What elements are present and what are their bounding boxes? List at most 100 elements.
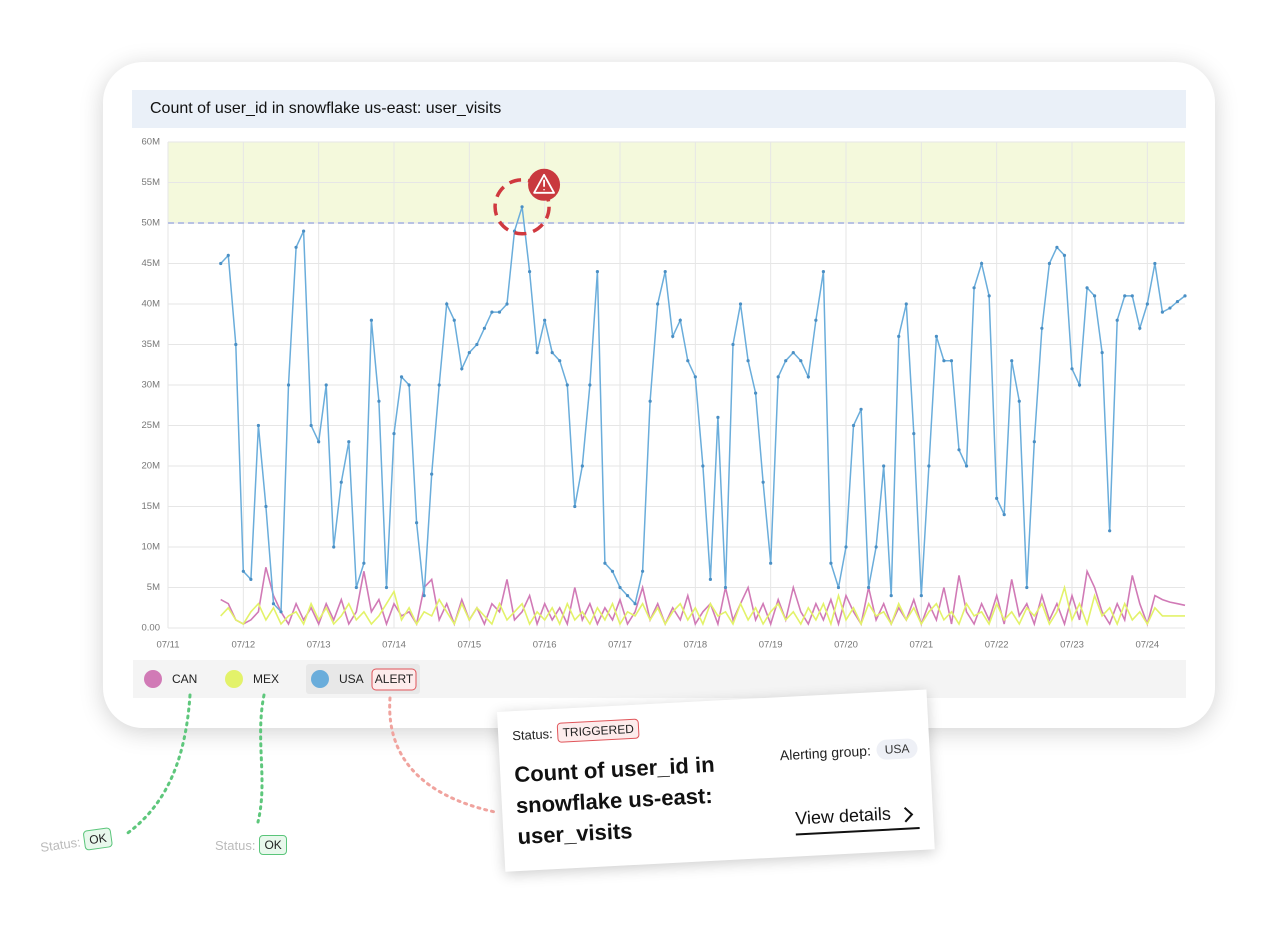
alert-card: Status: TRIGGERED Count of user_id in sn…	[497, 689, 935, 872]
legend-label: CAN	[172, 672, 197, 686]
point	[580, 464, 584, 468]
point	[482, 326, 486, 330]
x-tick-label: 07/19	[759, 640, 783, 651]
point	[445, 302, 449, 306]
point	[1002, 513, 1006, 517]
point	[362, 561, 366, 565]
point	[610, 569, 615, 573]
point	[1138, 326, 1142, 330]
card-status: Status: TRIGGERED	[512, 718, 640, 746]
y-tick-label: 10M	[142, 542, 161, 553]
point	[354, 585, 358, 590]
point	[603, 561, 607, 565]
point	[407, 383, 411, 387]
point	[595, 270, 600, 274]
x-tick-label: 07/21	[909, 640, 933, 651]
point	[618, 585, 622, 590]
point	[942, 359, 946, 363]
y-tick-label: 45M	[142, 258, 161, 269]
point	[452, 318, 456, 322]
point	[1032, 440, 1036, 444]
x-tick-label: 07/13	[307, 640, 331, 651]
x-tick-label: 07/12	[231, 640, 255, 651]
point	[663, 270, 667, 274]
point	[1130, 294, 1134, 298]
point	[302, 229, 306, 233]
chevron	[903, 807, 914, 823]
point	[234, 342, 238, 347]
point	[641, 569, 645, 573]
point	[543, 318, 547, 322]
point	[671, 334, 675, 338]
point	[1077, 383, 1082, 387]
point	[286, 383, 291, 387]
point	[1047, 261, 1051, 266]
x-tick-label: 07/14	[382, 640, 406, 651]
status-badge: TRIGGERED	[557, 718, 640, 743]
point	[324, 383, 328, 387]
x-tick-label: 07/22	[985, 640, 1009, 651]
alert-group: Alerting group: USA	[779, 738, 918, 765]
point	[422, 594, 426, 598]
group-label: Alerting group:	[779, 742, 872, 764]
point	[731, 342, 735, 347]
x-tick-label: 07/24	[1135, 640, 1159, 651]
title-bar	[132, 90, 1186, 128]
point	[384, 585, 389, 590]
point	[769, 561, 773, 565]
y-tick-label: 35M	[142, 339, 161, 350]
point	[701, 464, 705, 468]
point	[776, 375, 780, 379]
point	[799, 359, 803, 363]
legend-swatch	[225, 670, 243, 688]
legend-label: USA	[339, 672, 364, 686]
point	[1017, 399, 1021, 403]
y-tick-label: 60M	[142, 137, 161, 148]
point	[1168, 306, 1172, 310]
point	[844, 545, 848, 549]
point	[821, 270, 826, 274]
point	[648, 399, 652, 403]
point	[475, 342, 479, 347]
view-details[interactable]: View details	[794, 802, 920, 836]
point	[904, 302, 908, 306]
point	[889, 594, 893, 598]
point	[430, 472, 434, 476]
point	[565, 383, 569, 387]
alert-badge	[371, 668, 417, 691]
point	[460, 367, 464, 371]
point	[927, 464, 931, 468]
legend-swatch	[311, 670, 329, 688]
point	[980, 261, 984, 266]
x-tick-label: 07/17	[608, 640, 632, 651]
point	[497, 310, 502, 314]
point	[573, 504, 577, 509]
chart-title: Count of user_id in snowflake us-east: u…	[150, 100, 501, 117]
point	[656, 302, 660, 306]
point	[897, 334, 901, 338]
point	[784, 359, 788, 363]
x-tick-label: 07/20	[834, 640, 858, 651]
point	[746, 359, 750, 363]
point	[490, 310, 494, 314]
point	[317, 440, 321, 444]
point	[874, 545, 878, 549]
point	[716, 415, 720, 419]
view-details-text[interactable]: View details	[794, 803, 892, 829]
point	[332, 545, 336, 549]
y-tick-label: 30M	[142, 380, 161, 391]
y-tick-label: 55M	[142, 177, 161, 188]
point	[1108, 529, 1112, 533]
series-line	[220, 206, 1186, 614]
status-badge: OK	[82, 827, 113, 851]
point	[369, 318, 373, 322]
y-tick-label: 50M	[142, 218, 161, 229]
point	[912, 432, 916, 436]
point	[995, 496, 999, 500]
point	[392, 432, 396, 436]
point	[339, 480, 343, 484]
x-tick-label: 07/18	[683, 640, 707, 651]
point	[633, 602, 637, 606]
